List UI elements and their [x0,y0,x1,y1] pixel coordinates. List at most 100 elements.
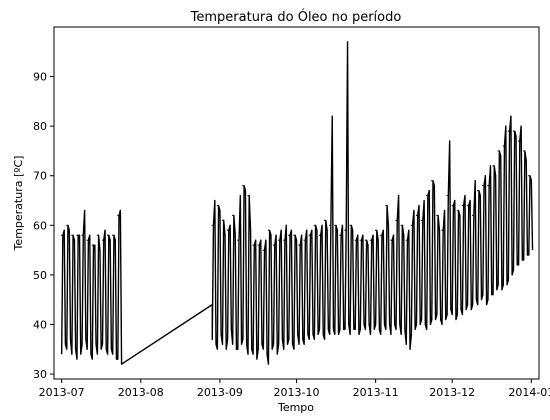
data-point-2013-11-24 [433,185,435,187]
plot-frame [53,26,540,380]
data-point-2013-10-07 [311,229,313,231]
data-point-2013-10-02 [298,244,300,246]
data-point-2013-10-05 [306,229,308,231]
y-axis-label: Temperatura [ºC] [12,156,25,252]
data-point-2013-07-22 [114,239,116,241]
data-point-2013-12-01 [451,204,453,207]
data-point-2013-12-10 [474,180,476,182]
data-point-2013-07-19 [107,234,109,236]
x-tick-label: 2014-01 [508,386,550,399]
x-tick-label: 2013-10 [274,386,320,399]
x-tick-label: 2013-08 [118,386,164,399]
data-point-2013-12-30 [525,160,527,162]
data-point-2013-11-05 [385,204,387,207]
data-point-2013-07-08 [78,234,81,236]
data-point-2013-10-09 [316,229,318,231]
data-point-2013-09-25 [280,229,282,231]
data-point-2013-09-03 [224,234,226,236]
data-point-2013-10-25 [357,234,359,236]
data-point-2013-10-28 [364,239,367,241]
data-point-2013-07-14 [94,244,96,246]
data-point-2013-12-29 [523,150,525,152]
data-point-2013-10-23 [352,229,354,231]
data-point-2013-11-30 [449,140,451,142]
data-point-2013-10-27 [362,234,364,236]
data-point-2013-09-27 [285,224,287,226]
data-point-2013-07-23 [117,214,119,216]
x-tick-label: 2013-12 [429,386,475,399]
series-line-1 [60,41,534,365]
data-point-2013-09-23 [275,234,277,236]
data-point-2013-07-04 [68,229,70,231]
data-point-2013-09-24 [278,239,280,241]
data-point-2013-11-16 [413,209,415,212]
data-point-2013-12-14 [484,175,486,177]
data-point-2013-07-12 [89,234,91,236]
data-point-2013-09-17 [260,239,262,241]
data-point-2013-09-02 [221,219,224,221]
data-point-2013-08-31 [216,204,218,207]
data-point-2013-09-21 [270,234,272,236]
data-point-2013-12-02 [454,199,456,202]
data-point-2013-10-18 [339,234,341,236]
data-point-2013-10-04 [303,239,305,241]
data-point-2013-08-30 [214,199,216,202]
data-point-2013-07-07 [76,234,78,236]
data-point-2013-09-01 [219,209,221,212]
data-point-2013-11-02 [377,239,379,241]
data-point-2013-11-06 [387,224,389,226]
y-tick-label: 60 [33,219,47,232]
data-point-2013-12-31 [528,175,530,177]
data-point-2013-11-01 [375,229,377,231]
data-point-2013-09-30 [293,234,295,236]
plot-data [60,41,534,365]
data-point-2013-07-05 [71,234,73,236]
data-point-2013-07-21 [112,234,114,236]
data-point-2013-10-30 [369,239,372,241]
data-point-2013-07-16 [99,249,101,251]
data-point-2013-09-09 [239,194,241,197]
data-point-2013-07-24 [119,209,121,212]
data-point-2013-11-19 [420,219,423,221]
data-point-2013-12-09 [472,214,474,216]
data-point-2013-10-08 [313,224,315,226]
data-point-2013-11-12 [403,234,405,236]
data-point-2013-09-16 [257,244,259,246]
data-point-2013-09-28 [288,234,290,236]
data-point-2013-11-11 [400,224,402,226]
data-point-2013-10-10 [318,234,321,236]
data-point-2013-12-16 [489,165,492,167]
data-point-2013-07-15 [96,234,98,236]
data-point-2013-12-22 [505,125,507,127]
data-point-2013-07-03 [66,224,68,226]
data-point-2013-09-20 [267,229,270,231]
data-point-2013-11-21 [426,194,428,197]
data-point-2013-11-07 [390,239,392,241]
data-point-2013-11-08 [392,234,395,236]
data-point-2013-10-26 [359,239,361,241]
y-tick-label: 70 [33,170,47,183]
data-point-2013-12-20 [500,155,502,157]
data-point-2013-08-29 [211,224,213,226]
data-point-2013-10-03 [301,234,303,236]
data-point-2013-09-12 [247,194,249,197]
data-point-2013-12-17 [492,165,494,167]
data-point-2013-07-01 [61,234,63,236]
data-point-2013-10-06 [308,234,310,236]
data-point-2013-12-18 [495,175,497,177]
y-tick-label: 50 [33,269,47,282]
data-point-2013-09-07 [234,234,236,236]
data-point-2013-12-03 [456,209,458,212]
data-point-2013-11-09 [395,219,397,221]
x-tick-label: 2013-07 [39,386,85,399]
data-point-2013-12-26 [515,135,517,137]
data-point-2013-10-31 [372,234,374,236]
data-point-2013-11-18 [418,204,420,207]
data-point-2013-09-29 [290,229,292,231]
data-point-2013-12-04 [459,214,461,216]
data-point-2013-07-17 [101,239,104,241]
y-tick-label: 80 [33,120,47,133]
data-point-2013-09-04 [226,229,229,231]
data-point-2013-07-02 [63,229,65,231]
